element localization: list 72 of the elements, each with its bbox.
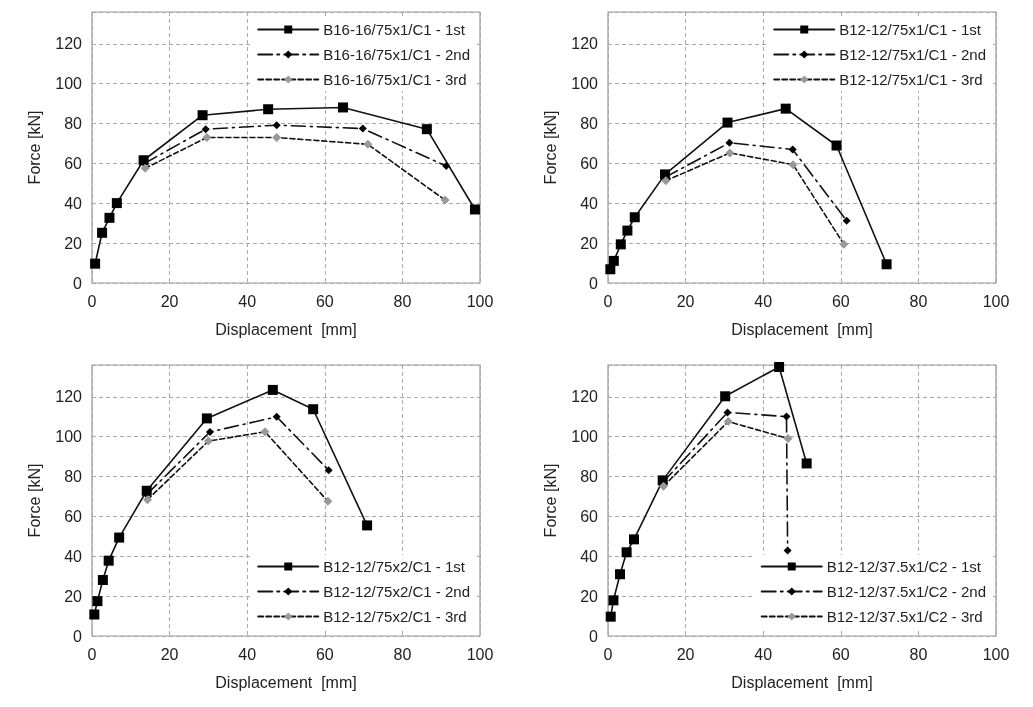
y-axis-title: Force [kN] bbox=[25, 463, 43, 538]
y-tick-label: 0 bbox=[589, 627, 599, 645]
y-tick-label: 20 bbox=[64, 587, 83, 605]
legend-label: B12-12/37.5x1/C2 - 3rd bbox=[826, 608, 983, 625]
legend-label: B16-16/75x1/C1 - 3rd bbox=[323, 71, 467, 88]
x-tick-label: 80 bbox=[909, 645, 928, 663]
x-tick-label: 60 bbox=[315, 645, 334, 663]
y-tick-label: 40 bbox=[64, 547, 83, 565]
legend-label: B12-12/75x2/C1 - 2nd bbox=[323, 583, 470, 600]
y-tick-label: 0 bbox=[589, 274, 599, 292]
y-tick-label: 100 bbox=[55, 75, 83, 93]
x-tick-label: 0 bbox=[603, 645, 613, 663]
y-tick-label: 60 bbox=[64, 507, 83, 525]
y-axis-title: Force [kN] bbox=[25, 110, 43, 185]
y-tick-label: 120 bbox=[571, 35, 599, 53]
y-tick-label: 20 bbox=[64, 234, 83, 252]
x-axis-title: Displacement [mm] bbox=[731, 320, 873, 338]
x-tick-label: 60 bbox=[831, 645, 850, 663]
legend-label: B12-12/75x1/C1 - 3rd bbox=[839, 71, 983, 88]
x-tick-label: 80 bbox=[393, 645, 412, 663]
y-tick-label: 60 bbox=[64, 154, 83, 172]
y-tick-label: 0 bbox=[73, 627, 83, 645]
y-tick-label: 120 bbox=[571, 388, 599, 406]
x-tick-label: 40 bbox=[238, 645, 257, 663]
y-tick-label: 80 bbox=[64, 115, 83, 133]
x-tick-label: 0 bbox=[603, 292, 613, 310]
x-tick-label: 100 bbox=[466, 645, 494, 663]
legend-label: B16-16/75x1/C1 - 1st bbox=[323, 21, 466, 38]
y-tick-label: 100 bbox=[55, 428, 83, 446]
y-tick-label: 80 bbox=[580, 115, 599, 133]
y-tick-label: 20 bbox=[580, 587, 599, 605]
legend-label: B12-12/75x2/C1 - 1st bbox=[323, 558, 466, 575]
y-tick-label: 60 bbox=[580, 507, 599, 525]
x-tick-label: 100 bbox=[982, 645, 1010, 663]
x-tick-label: 0 bbox=[87, 645, 97, 663]
y-tick-label: 40 bbox=[64, 194, 83, 212]
y-tick-label: 20 bbox=[580, 234, 599, 252]
x-axis-title: Displacement [mm] bbox=[215, 673, 357, 691]
x-tick-label: 20 bbox=[160, 645, 179, 663]
x-tick-label: 20 bbox=[160, 292, 179, 310]
x-tick-label: 40 bbox=[238, 292, 257, 310]
legend-label: B12-12/75x2/C1 - 3rd bbox=[323, 608, 467, 625]
x-tick-label: 40 bbox=[754, 645, 773, 663]
y-axis-title: Force [kN] bbox=[541, 463, 559, 538]
y-tick-label: 120 bbox=[55, 388, 83, 406]
y-tick-label: 40 bbox=[580, 547, 599, 565]
x-tick-label: 80 bbox=[393, 292, 412, 310]
legend-label: B12-12/37.5x1/C2 - 1st bbox=[826, 558, 982, 575]
x-tick-label: 20 bbox=[676, 292, 695, 310]
legend-label: B16-16/75x1/C1 - 2nd bbox=[323, 46, 470, 63]
x-tick-label: 100 bbox=[466, 292, 494, 310]
legend-label: B12-12/75x1/C1 - 1st bbox=[839, 21, 982, 38]
y-tick-label: 100 bbox=[571, 75, 599, 93]
y-tick-label: 120 bbox=[55, 35, 83, 53]
legend-label: B12-12/37.5x1/C2 - 2nd bbox=[826, 583, 987, 600]
legend-label: B12-12/75x1/C1 - 2nd bbox=[839, 46, 986, 63]
x-tick-label: 80 bbox=[909, 292, 928, 310]
x-axis-title: Displacement [mm] bbox=[731, 673, 873, 691]
x-tick-label: 40 bbox=[754, 292, 773, 310]
y-tick-label: 0 bbox=[73, 274, 83, 292]
x-tick-label: 60 bbox=[831, 292, 850, 310]
y-tick-label: 100 bbox=[571, 428, 599, 446]
y-tick-label: 60 bbox=[580, 154, 599, 172]
y-tick-label: 80 bbox=[64, 468, 83, 486]
x-tick-label: 20 bbox=[676, 645, 695, 663]
x-axis-title: Displacement [mm] bbox=[215, 320, 357, 338]
y-axis-title: Force [kN] bbox=[541, 110, 559, 185]
x-tick-label: 0 bbox=[87, 292, 97, 310]
y-tick-label: 40 bbox=[580, 194, 599, 212]
x-tick-label: 100 bbox=[982, 292, 1010, 310]
y-tick-label: 80 bbox=[580, 468, 599, 486]
x-tick-label: 60 bbox=[315, 292, 334, 310]
